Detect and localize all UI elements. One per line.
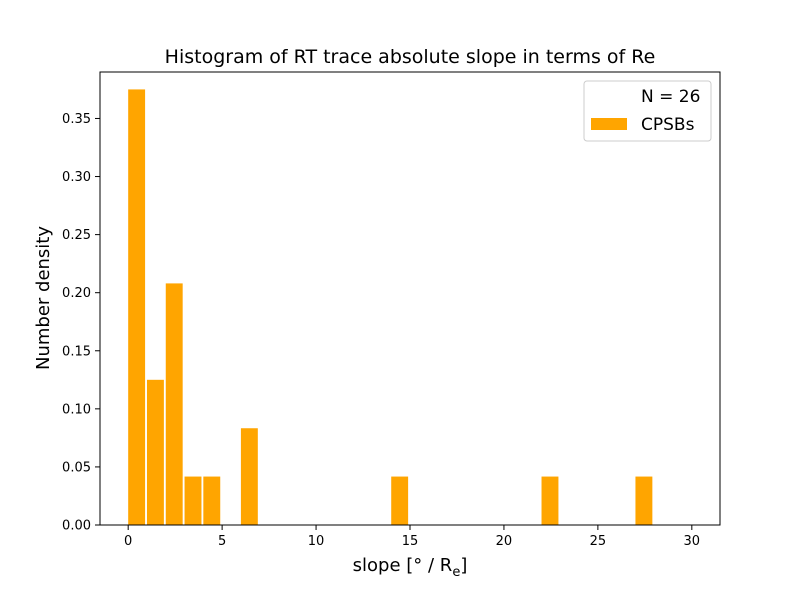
bar-series <box>128 89 653 526</box>
x-tick-label: 15 <box>402 534 419 549</box>
legend: N = 26 CPSBs <box>583 80 712 142</box>
y-tick-label: 0.25 <box>62 228 91 243</box>
histogram-bar-7 <box>541 476 559 525</box>
x-tick-label: 25 <box>590 534 607 549</box>
x-axis-ticks: 0 5 10 15 20 25 30 <box>124 525 700 549</box>
x-tick-label: 20 <box>496 534 513 549</box>
histogram-bar-6 <box>391 476 409 525</box>
y-tick-label: 0.15 <box>62 344 91 359</box>
y-tick-label: 0.00 <box>62 519 91 534</box>
x-axis-label: slope [° / Re] <box>353 555 468 580</box>
y-tick-label: 0.05 <box>62 460 91 475</box>
histogram-bar-2 <box>165 283 183 525</box>
histogram-bar-5 <box>240 428 258 525</box>
histogram-bar-3 <box>184 476 202 525</box>
x-axis-label-main: slope [° / R <box>353 555 453 576</box>
y-tick-label: 0.10 <box>62 402 91 417</box>
legend-entry-cpsbs: CPSBs <box>641 115 695 135</box>
histogram-bar-1 <box>146 379 164 525</box>
histogram-bar-8 <box>635 476 653 525</box>
chart-title: Histogram of RT trace absolute slope in … <box>165 46 656 68</box>
y-tick-label: 0.20 <box>62 286 91 301</box>
legend-swatch-cpsbs <box>591 118 627 130</box>
x-axis-label-close: ] <box>460 555 467 576</box>
y-tick-label: 0.35 <box>62 112 91 127</box>
x-tick-label: 30 <box>684 534 701 549</box>
y-axis-label: Number density <box>33 226 54 370</box>
x-tick-label: 5 <box>218 534 226 549</box>
y-tick-label: 0.30 <box>62 170 91 185</box>
y-axis-ticks: 0.00 0.05 0.10 0.15 0.20 0.25 0.30 0.35 <box>62 112 100 534</box>
x-axis-label-subscript: e <box>452 565 460 580</box>
histogram-bar-4 <box>203 476 221 525</box>
legend-entry-n: N = 26 <box>641 87 700 107</box>
histogram-bar-0 <box>128 89 146 526</box>
x-tick-label: 10 <box>308 534 325 549</box>
x-tick-label: 0 <box>124 534 132 549</box>
